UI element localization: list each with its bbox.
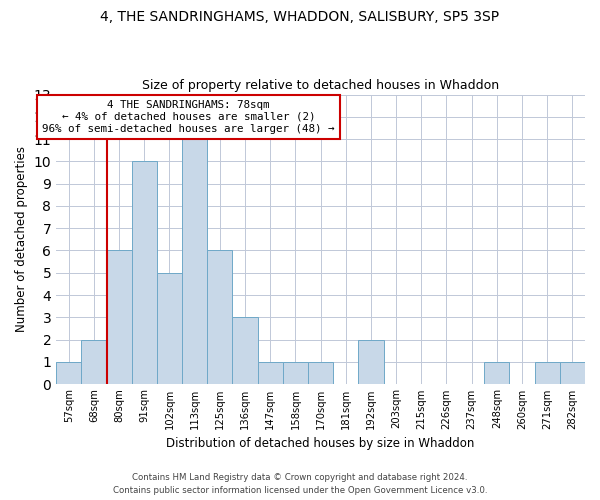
Bar [157,273,182,384]
Bar [207,250,232,384]
Text: 4, THE SANDRINGHAMS, WHADDON, SALISBURY, SP5 3SP: 4, THE SANDRINGHAMS, WHADDON, SALISBURY,… [100,10,500,24]
Bar [560,362,585,384]
Bar [82,340,107,384]
Bar [56,362,82,384]
Bar [308,362,333,384]
Bar [358,340,383,384]
Bar [182,139,207,384]
Bar [232,318,257,384]
X-axis label: Distribution of detached houses by size in Whaddon: Distribution of detached houses by size … [166,437,475,450]
Bar [257,362,283,384]
Bar [535,362,560,384]
Text: 4 THE SANDRINGHAMS: 78sqm
← 4% of detached houses are smaller (2)
96% of semi-de: 4 THE SANDRINGHAMS: 78sqm ← 4% of detach… [42,100,335,134]
Text: Contains HM Land Registry data © Crown copyright and database right 2024.
Contai: Contains HM Land Registry data © Crown c… [113,474,487,495]
Bar [283,362,308,384]
Bar [132,162,157,384]
Bar [484,362,509,384]
Bar [107,250,132,384]
Y-axis label: Number of detached properties: Number of detached properties [15,146,28,332]
Title: Size of property relative to detached houses in Whaddon: Size of property relative to detached ho… [142,79,499,92]
